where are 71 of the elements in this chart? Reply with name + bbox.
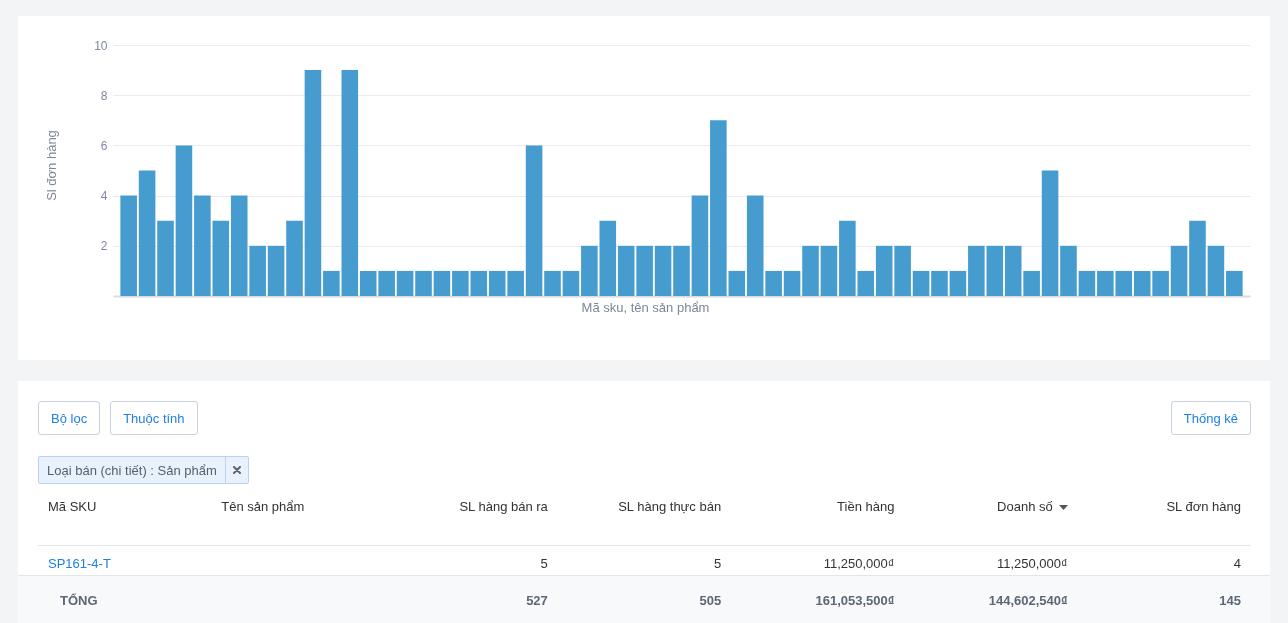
text: 505 xyxy=(699,593,722,608)
button[interactable]: Thống kê xyxy=(1170,401,1251,435)
y-axis-title: Sl đơn hàng xyxy=(43,130,59,201)
bar xyxy=(654,245,672,296)
bar xyxy=(212,220,230,296)
bar xyxy=(1226,270,1243,296)
bar xyxy=(673,245,690,296)
text: 527 xyxy=(526,593,548,608)
bar xyxy=(304,70,322,296)
bar xyxy=(396,270,414,296)
text: 144,602,540₫ xyxy=(988,593,1068,608)
bar xyxy=(341,70,359,296)
category-label: Tên sản phẩm xyxy=(221,499,305,514)
bar xyxy=(931,270,948,296)
text: 5 xyxy=(713,556,722,571)
bar xyxy=(157,220,174,296)
bar xyxy=(562,270,580,296)
bar xyxy=(894,245,911,296)
bar xyxy=(875,245,893,296)
text: 11,250,000₫ xyxy=(996,556,1068,571)
x-axis-title: Mã sku, tên sản phẩm xyxy=(581,299,710,315)
bar xyxy=(415,270,432,296)
bar xyxy=(1041,170,1059,296)
category-label: Tiền hàng xyxy=(837,499,895,514)
bar xyxy=(544,270,561,296)
bar xyxy=(175,145,193,296)
filter-chip: Loại bán (chi tiết) : Sản phẩm xyxy=(38,456,249,484)
bar xyxy=(1189,220,1206,296)
button[interactable]: Bộ lọc xyxy=(38,401,101,435)
bar xyxy=(1023,270,1040,296)
category-label: SL hàng bán ra xyxy=(459,499,548,514)
category-label: Doanh số xyxy=(997,499,1053,514)
bar xyxy=(1078,270,1096,296)
bar xyxy=(783,270,801,296)
bar xyxy=(912,270,930,296)
bar xyxy=(120,195,137,296)
bar xyxy=(1133,270,1151,296)
bar xyxy=(1207,245,1225,296)
text: 5 xyxy=(540,556,548,571)
text: 161,053,500₫ xyxy=(815,593,895,608)
bar xyxy=(691,195,709,296)
bar xyxy=(1004,245,1022,296)
text: 145 xyxy=(1219,593,1241,608)
bar xyxy=(820,245,838,296)
text: 11,250,000₫ xyxy=(823,556,895,571)
y-tick-label: 10 xyxy=(94,38,108,53)
bar xyxy=(323,270,340,296)
button[interactable]: Thuộc tính xyxy=(110,401,198,435)
bar xyxy=(470,270,488,296)
bar xyxy=(1060,245,1077,296)
category-label: Mã SKU xyxy=(48,499,97,514)
y-tick-label: 2 xyxy=(100,239,108,254)
bar xyxy=(286,220,303,296)
bar xyxy=(1170,245,1188,296)
y-tick-label: 8 xyxy=(100,88,108,103)
category-label: SL đơn hàng xyxy=(1166,499,1241,514)
y-tick-label: 6 xyxy=(100,138,108,153)
text: SP161-4-T xyxy=(48,556,111,571)
bar xyxy=(452,270,469,296)
bar xyxy=(267,245,285,296)
bar xyxy=(194,195,211,296)
category-label: SL hàng thực bán xyxy=(618,499,722,514)
bar xyxy=(433,270,451,296)
bar xyxy=(525,145,543,296)
y-tick-label: 4 xyxy=(100,189,108,204)
text: TỔNG xyxy=(60,593,98,608)
bar xyxy=(1152,270,1169,296)
bar xyxy=(138,170,156,296)
text: 4 xyxy=(1233,556,1241,571)
bar xyxy=(949,270,967,296)
bar xyxy=(802,245,819,296)
